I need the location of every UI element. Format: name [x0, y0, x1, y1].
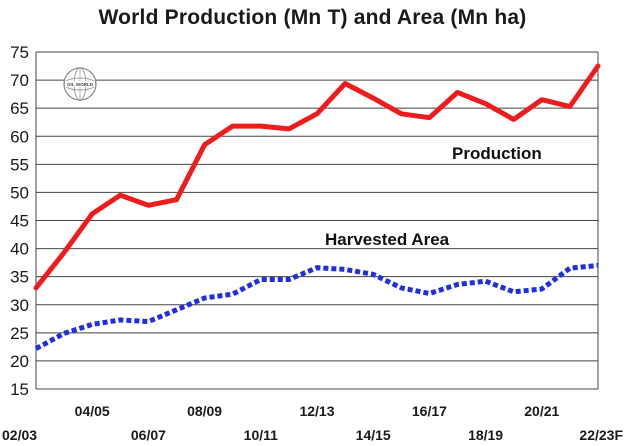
x-tick-label: 04/05	[75, 403, 110, 419]
y-tick-label: 60	[10, 127, 29, 146]
x-tick-label: 16/17	[412, 403, 447, 419]
y-tick-label: 35	[10, 268, 29, 287]
y-tick-label: 25	[10, 324, 29, 343]
oil-world-globe-logo: OIL WORLD	[63, 67, 97, 101]
x-tick-label: 22/23F	[579, 427, 623, 443]
x-tick-label: 02/03	[2, 427, 37, 443]
series-line-production	[33, 63, 601, 291]
series-label: Production	[452, 144, 542, 163]
x-tick-label: 18/19	[468, 427, 503, 443]
logo-text: OIL WORLD	[67, 82, 94, 87]
series-layer	[33, 63, 601, 351]
series-labels: Production Harvested Area	[325, 144, 542, 249]
x-tick-label: 10/11	[244, 427, 278, 443]
y-tick-label: 30	[10, 296, 29, 315]
chart-title: World Production (Mn T) and Area (Mn ha)	[98, 6, 527, 29]
y-tick-label: 40	[10, 240, 29, 259]
x-tick-label: 06/07	[131, 427, 166, 443]
x-tick-label: 08/09	[187, 403, 222, 419]
y-tick-label: 70	[10, 71, 29, 90]
y-tick-label: 65	[10, 99, 29, 118]
y-tick-label: 75	[10, 43, 29, 62]
series-line-harvested-area	[34, 262, 599, 351]
y-tick-label: 55	[10, 155, 29, 174]
y-tick-label: 20	[10, 352, 29, 371]
y-axis-ticks: 15 20 25 30 35 40 45 50 55 60 65 70 75	[10, 43, 29, 399]
y-tick-label: 15	[10, 380, 29, 399]
x-tick-label: 14/15	[356, 427, 391, 443]
x-axis-ticks: 04/05 08/09 12/13 16/17 20/21 02/03 06/07 10/11…	[2, 403, 623, 443]
gridlines	[35, 51, 599, 390]
x-tick-label: 20/21	[524, 403, 559, 419]
y-tick-label: 45	[10, 212, 29, 231]
series-label: Harvested Area	[325, 230, 450, 249]
y-tick-label: 50	[10, 183, 29, 202]
x-tick-label: 12/13	[299, 403, 334, 419]
